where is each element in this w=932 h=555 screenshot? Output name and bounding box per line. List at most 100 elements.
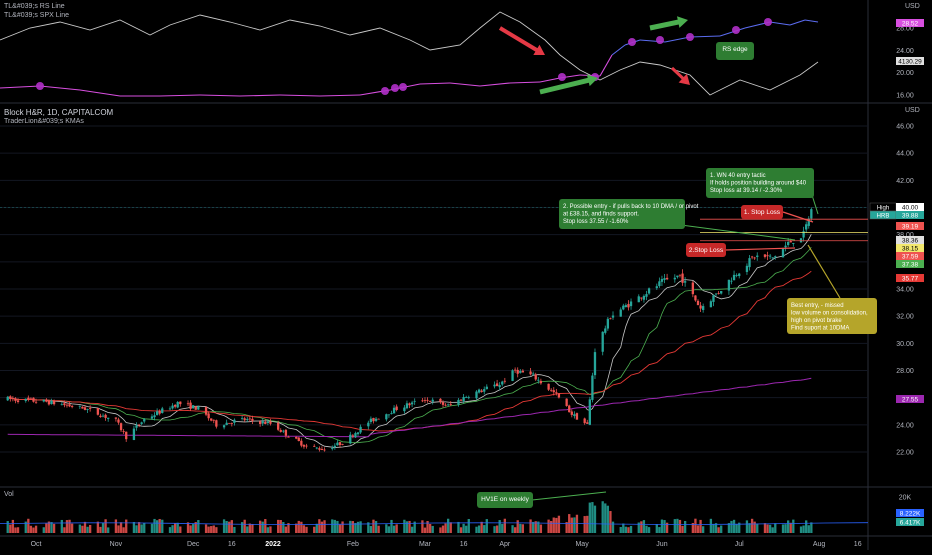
volume-bar bbox=[318, 519, 321, 533]
candle-body bbox=[756, 255, 759, 257]
candle-body bbox=[204, 407, 208, 415]
volume-bar bbox=[359, 521, 362, 533]
volume-bar bbox=[792, 519, 795, 533]
candle-body bbox=[519, 371, 522, 373]
volume-bar bbox=[331, 519, 334, 533]
candle-body bbox=[691, 282, 695, 295]
volume-bar bbox=[727, 523, 731, 533]
volume-bar bbox=[606, 505, 610, 533]
volume-bar bbox=[390, 519, 393, 533]
volume-bar bbox=[627, 527, 630, 533]
volume-bar bbox=[14, 527, 17, 533]
x-tick-label: 16 bbox=[228, 541, 236, 548]
spx-line bbox=[0, 11, 819, 96]
volume-bar bbox=[588, 502, 591, 533]
volume-bar bbox=[712, 523, 715, 533]
candle-body bbox=[122, 431, 125, 433]
volume-bar bbox=[86, 526, 89, 533]
volume-bar bbox=[305, 526, 308, 533]
candle-body bbox=[410, 402, 414, 405]
volume-bar bbox=[341, 521, 344, 533]
volume-bar bbox=[171, 525, 174, 533]
volume-bar bbox=[624, 526, 628, 533]
candle-body bbox=[341, 443, 344, 445]
candle-body bbox=[575, 413, 579, 420]
price-badge-value: 35.77 bbox=[902, 276, 919, 283]
main-chart-title: Block H&R, 1D, CAPITALCOM bbox=[4, 108, 114, 117]
volume-bar bbox=[150, 523, 154, 533]
candle-body bbox=[392, 407, 396, 414]
price-tick-label: 44.00 bbox=[896, 151, 914, 158]
rs-line-segment bbox=[239, 94, 281, 97]
volume-bar bbox=[119, 522, 123, 533]
candle-body bbox=[313, 445, 316, 447]
volume-bar bbox=[104, 519, 107, 533]
volume-bar bbox=[29, 525, 33, 533]
price-badge bbox=[896, 211, 924, 219]
candle-body bbox=[11, 398, 15, 400]
volume-bar bbox=[349, 520, 352, 533]
x-tick-label: Oct bbox=[31, 541, 42, 548]
volume-bar bbox=[421, 520, 424, 533]
volume-bar bbox=[377, 525, 380, 533]
candle-body bbox=[681, 273, 684, 283]
volume-bar bbox=[11, 519, 15, 533]
candle-body bbox=[637, 296, 640, 303]
volume-bar bbox=[573, 517, 576, 533]
rs-tick-label: 20.00 bbox=[896, 70, 914, 77]
candle-body bbox=[622, 305, 625, 310]
x-tick-label: Nov bbox=[110, 541, 123, 548]
candle-body bbox=[459, 399, 463, 401]
price-badge-value: 38.36 bbox=[902, 238, 919, 245]
candle-body bbox=[295, 436, 298, 439]
price-badge-value: 37.38 bbox=[902, 262, 919, 269]
candle-body bbox=[168, 408, 172, 410]
volume-bar bbox=[137, 522, 141, 533]
volume-bar bbox=[179, 526, 182, 533]
price-badge bbox=[896, 395, 924, 403]
candle-body bbox=[186, 403, 190, 405]
candle-body bbox=[212, 419, 215, 421]
candle-body bbox=[676, 275, 679, 278]
rs-new-high-dot bbox=[732, 26, 740, 34]
volume-bar bbox=[63, 527, 66, 533]
volume-bar bbox=[720, 525, 723, 533]
candle-body bbox=[431, 399, 434, 402]
volume-bar bbox=[189, 525, 192, 533]
volume-bar bbox=[246, 526, 249, 533]
candle-body bbox=[107, 417, 110, 419]
volume-bar bbox=[96, 521, 100, 533]
candle-body bbox=[114, 417, 118, 419]
volume-bar bbox=[781, 524, 785, 533]
volume-bar bbox=[519, 523, 522, 533]
candle-body bbox=[647, 288, 651, 294]
volume-bar bbox=[537, 521, 540, 533]
price-tick-label: 24.00 bbox=[896, 422, 914, 429]
volume-bar bbox=[593, 505, 597, 533]
volume-bar bbox=[676, 518, 679, 533]
volume-bar bbox=[269, 526, 272, 533]
candle-body bbox=[555, 392, 558, 394]
candle-body bbox=[119, 423, 123, 431]
candle-body bbox=[593, 352, 597, 376]
rs-currency: USD bbox=[905, 3, 920, 10]
candle-body bbox=[323, 449, 326, 451]
candle-body bbox=[349, 434, 352, 444]
candle-body bbox=[513, 369, 517, 371]
volume-bar bbox=[212, 525, 215, 533]
candle-body bbox=[462, 396, 465, 402]
candle-body bbox=[583, 418, 586, 424]
volume-bar bbox=[771, 527, 774, 533]
candle-body bbox=[477, 389, 481, 393]
candle-body bbox=[320, 449, 324, 451]
spx-legend-line: TL&#039;s SPX Line bbox=[4, 12, 69, 19]
candle-body bbox=[385, 414, 388, 420]
moving-averages bbox=[7, 234, 812, 449]
candle-body bbox=[331, 448, 334, 450]
candle-body bbox=[277, 422, 280, 430]
candle-body bbox=[27, 397, 30, 400]
volume-bar bbox=[550, 521, 553, 533]
candle-body bbox=[766, 255, 769, 257]
